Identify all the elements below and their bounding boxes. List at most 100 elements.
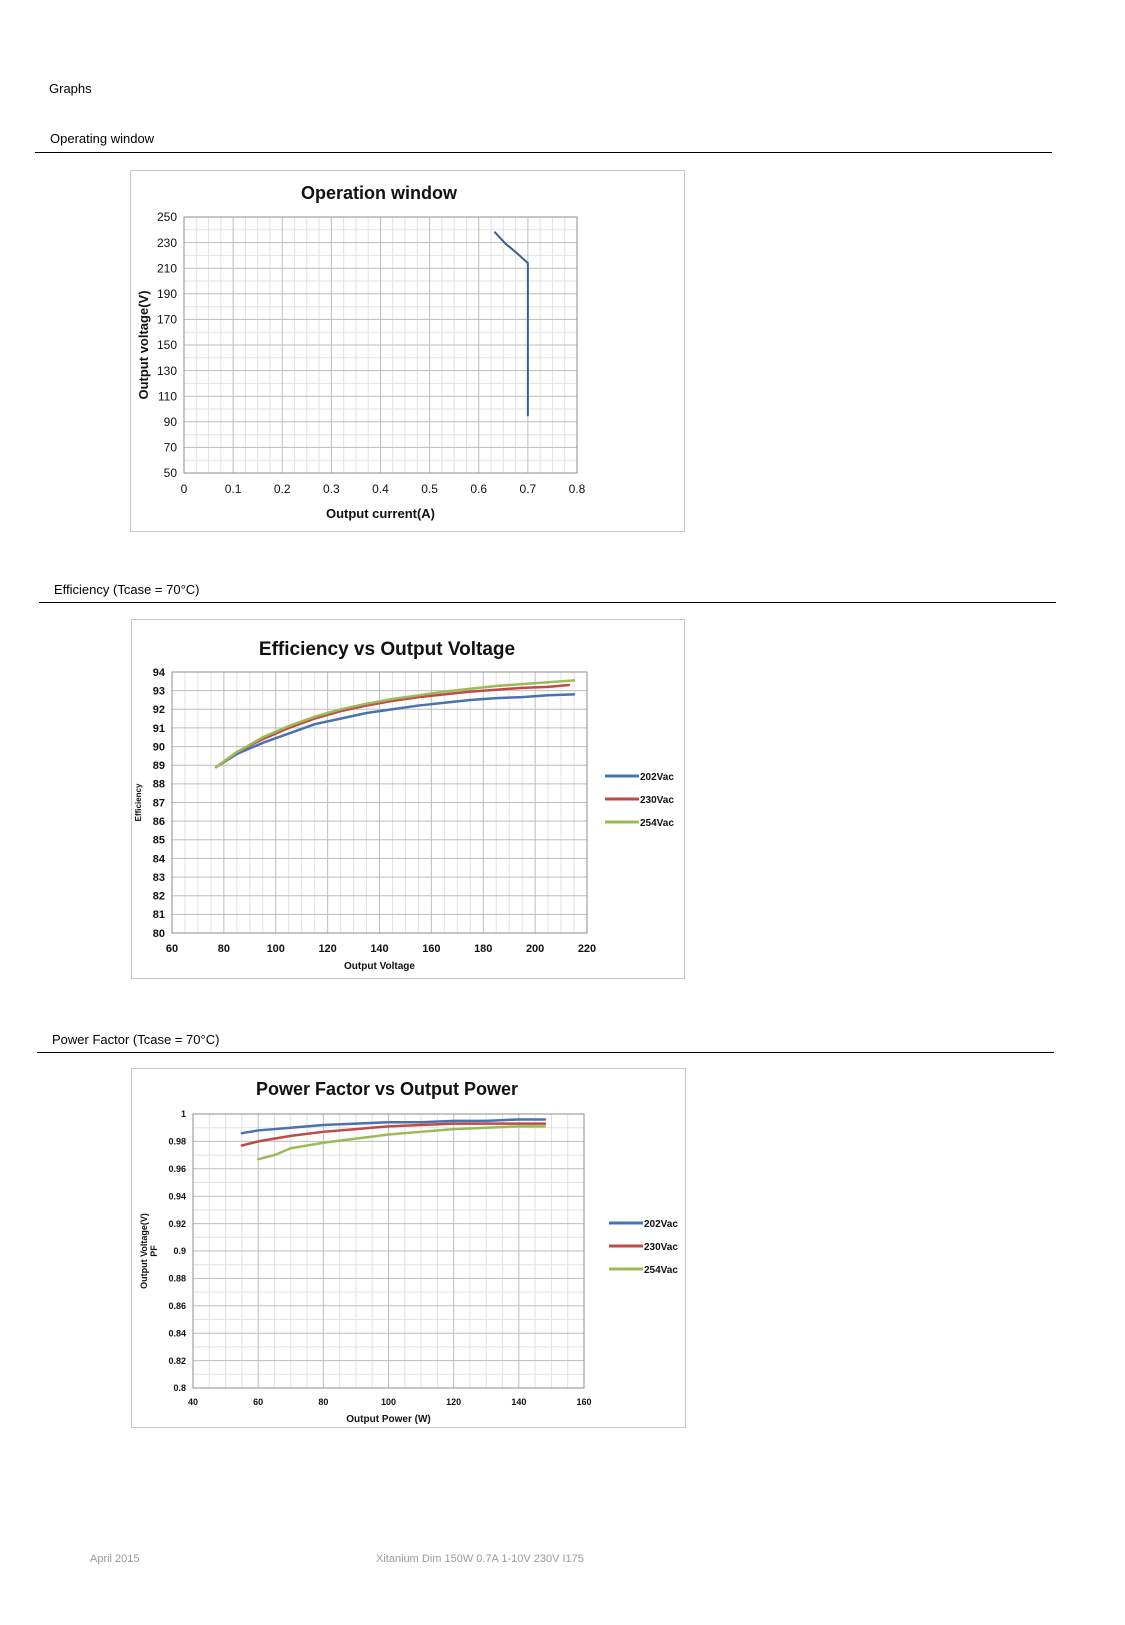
x-tick-label: 40 <box>188 1397 198 1407</box>
x-tick-label: 0 <box>181 482 188 496</box>
y-tick-label: 0.96 <box>168 1164 186 1174</box>
y-tick-label: 0.9 <box>173 1246 186 1256</box>
legend-label: 202Vac <box>640 772 674 783</box>
x-tick-label: 200 <box>526 943 544 955</box>
x-tick-label: 0.2 <box>274 482 291 496</box>
y-tick-label: 89 <box>153 760 165 772</box>
x-tick-label: 0.6 <box>470 482 487 496</box>
y-tick-label: 0.98 <box>168 1137 186 1147</box>
y-tick-label: 0.94 <box>168 1191 186 1201</box>
y-tick-label: 83 <box>153 872 165 884</box>
chart-title: Efficiency vs Output Voltage <box>259 639 515 660</box>
section-divider <box>37 1052 1054 1053</box>
series-line-254vac <box>256 1125 547 1161</box>
series-line-202vac <box>214 693 576 769</box>
section-title-text: Efficiency <box>54 582 110 597</box>
x-tick-label: 120 <box>318 943 336 955</box>
y-tick-label: 190 <box>157 287 177 301</box>
x-tick-label: 60 <box>166 943 178 955</box>
y-tick-label: 50 <box>164 466 178 480</box>
legend-label: 230Vac <box>644 1242 678 1253</box>
y-axis-label: Output Voltage(V) <box>139 1213 149 1289</box>
x-tick-label: 80 <box>218 943 230 955</box>
chart-title: Operation window <box>301 183 458 203</box>
y-tick-label: 90 <box>164 415 178 429</box>
section-divider <box>39 602 1056 603</box>
x-tick-label: 120 <box>446 1397 461 1407</box>
x-tick-label: 140 <box>370 943 388 955</box>
y-tick-label: 1 <box>181 1109 186 1119</box>
section-title-power-factor: Power Factor (Tcase = 70°C) <box>52 1032 219 1047</box>
y-tick-label: 80 <box>153 928 165 940</box>
y-tick-label: 210 <box>157 261 177 275</box>
power-factor-chart: 40 60 80 100 120 140 160 0.8 0.82 0.84 0.86 0.88 0.9… <box>131 1068 686 1428</box>
x-axis-label: Output Power (W) <box>346 1414 430 1425</box>
plot-border <box>192 1113 585 1389</box>
y-tick-label: 0.8 <box>173 1383 186 1393</box>
y-tick-label: 87 <box>153 797 165 809</box>
y-tick-label: 90 <box>153 741 165 753</box>
y-axis-label-secondary: PF <box>149 1245 159 1257</box>
x-tick-label: 220 <box>578 943 596 955</box>
y-tick-label: 150 <box>157 338 177 352</box>
y-tick-label: 84 <box>153 853 166 865</box>
y-tick-label: 86 <box>153 816 165 828</box>
x-tick-label: 0.4 <box>372 482 389 496</box>
y-tick-label: 0.82 <box>168 1356 186 1366</box>
legend-label: 230Vac <box>640 795 674 806</box>
x-tick-label: 160 <box>576 1397 591 1407</box>
legend-label: 254Vac <box>640 818 674 829</box>
y-tick-label: 94 <box>153 667 166 679</box>
series-line-operation-window <box>493 231 529 417</box>
y-tick-label: 130 <box>157 364 177 378</box>
series-line-202vac <box>240 1118 547 1135</box>
y-tick-label: 250 <box>157 210 177 224</box>
section-title-efficiency: Efficiency (Tcase = 70°C) <box>54 582 200 597</box>
x-axis-label: Output current(A) <box>326 506 435 521</box>
y-tick-label: 110 <box>158 389 177 403</box>
section-title-suffix: (Tcase = 70°C) <box>129 1032 220 1047</box>
x-tick-label: 0.8 <box>569 482 586 496</box>
x-tick-label: 100 <box>381 1397 396 1407</box>
x-tick-label: 160 <box>422 943 440 955</box>
section-divider <box>35 152 1052 153</box>
x-tick-label: 0.5 <box>421 482 438 496</box>
power-factor-svg: 40 60 80 100 120 140 160 0.8 0.82 0.84 0.86 0.88 0.9… <box>139 1079 678 1425</box>
y-tick-label: 91 <box>153 723 165 735</box>
footer-product: Xitanium Dim 150W 0.7A 1-10V 230V I175 <box>376 1553 584 1565</box>
y-axis-label: Efficiency <box>134 783 143 821</box>
y-tick-label: 170 <box>157 313 177 327</box>
section-title-text: Power Factor <box>52 1032 130 1047</box>
y-axis-label: Output voltage(V) <box>136 290 151 399</box>
section-title-suffix: (Tcase = 70°C) <box>109 582 200 597</box>
series-line-254vac <box>214 679 576 769</box>
y-tick-label: 81 <box>153 909 165 921</box>
legend-label: 254Vac <box>644 1265 678 1276</box>
efficiency-svg: 60 80 100 120 140 160 180 200 220808182838485868… <box>134 639 674 972</box>
section-title-operating-window: Operating window <box>50 131 154 146</box>
page-heading: Graphs <box>49 81 92 96</box>
y-tick-label: 92 <box>153 704 165 716</box>
operation-window-chart: 0 0.1 0.2 0.3 0.4 0.5 0.6 0.7 0.8 50 70 90 110 130 150… <box>130 170 685 532</box>
y-tick-label: 88 <box>153 779 165 791</box>
y-tick-label: 85 <box>153 835 165 847</box>
section-title-text: Operating window <box>50 131 155 146</box>
x-tick-label: 140 <box>511 1397 526 1407</box>
x-axis-label: Output Voltage <box>344 961 415 972</box>
x-tick-label: 0.3 <box>323 482 340 496</box>
footer-date: April 2015 <box>90 1553 140 1565</box>
legend-label: 202Vac <box>644 1219 678 1230</box>
chart-title: Power Factor vs Output Power <box>256 1079 518 1099</box>
efficiency-chart: 60 80 100 120 140 160 180 200 220 80 81 82 83 84 85 86 8… <box>131 619 685 979</box>
y-tick-label: 0.86 <box>168 1301 186 1311</box>
y-tick-label: 82 <box>153 891 165 903</box>
y-tick-label: 0.88 <box>168 1274 186 1284</box>
operation-window-svg: 0 0.1 0.2 0.3 0.4 0.5 0.6 0.7 0.8 50 70 90 110 130 150… <box>136 183 586 521</box>
y-tick-label: 230 <box>157 236 177 250</box>
x-tick-label: 100 <box>267 943 285 955</box>
x-tick-label: 180 <box>474 943 492 955</box>
x-tick-label: 0.7 <box>520 482 537 496</box>
y-tick-label: 93 <box>153 685 165 697</box>
x-tick-label: 60 <box>253 1397 263 1407</box>
y-tick-label: 0.84 <box>168 1328 186 1338</box>
